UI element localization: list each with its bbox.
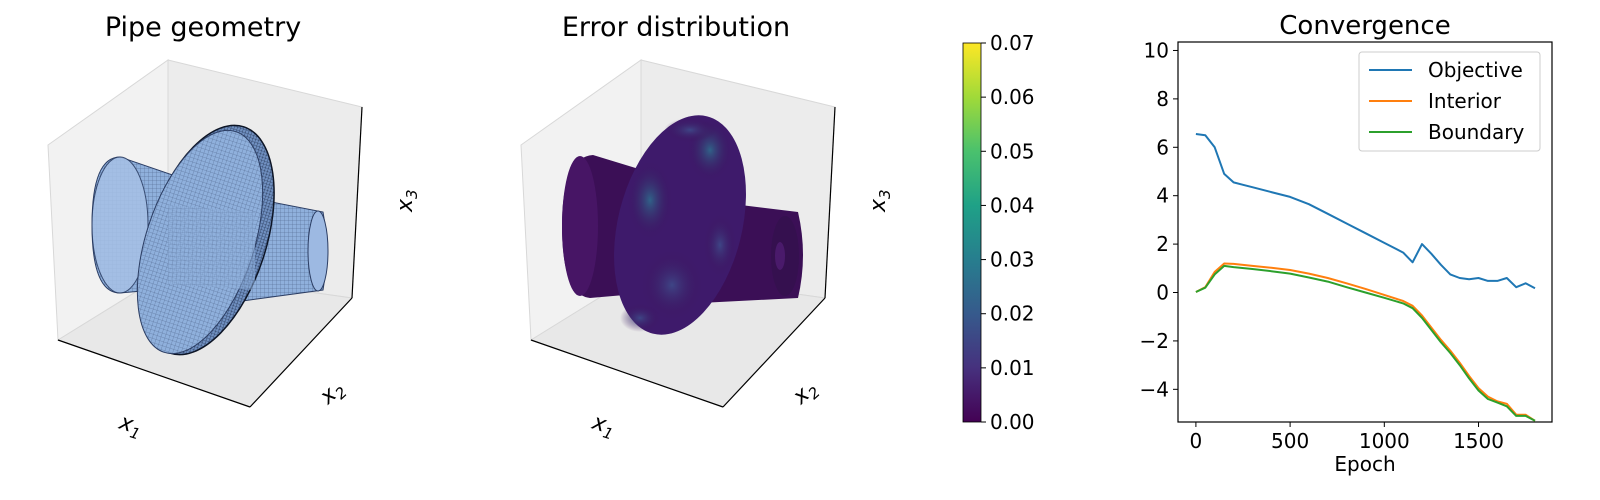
axis-ticks: 0 500 1000 1500 −4 −2 0 2 4 6 8 10	[1140, 38, 1504, 453]
y-tick-label: −2	[1140, 329, 1169, 353]
legend-label: Boundary	[1428, 120, 1524, 144]
y-tick-label: 10	[1144, 38, 1169, 62]
series-line-objective	[1195, 133, 1536, 290]
colorbar: 0.00 0.01 0.02 0.03 0.04 0.05 0.06 0.07	[962, 31, 1035, 434]
y-tick-label: 4	[1156, 184, 1169, 208]
legend: Objective Interior Boundary	[1358, 51, 1541, 152]
axis-label-x1: x1	[114, 410, 145, 444]
panel-title: Pipe geometry	[105, 12, 301, 43]
x-tick-label: 1000	[1359, 429, 1410, 453]
x-tick-label: 0	[1190, 429, 1203, 453]
panel-pipe-geometry: Pipe geometry x1 x2 x3	[47, 12, 421, 444]
panel-convergence: Convergence 0 500 1000 1500 −4 −2 0 2 4 6 8 10 Epoc…	[1140, 11, 1553, 476]
colorbar-tick-label: 0.02	[990, 302, 1035, 326]
x-axis-label: Epoch	[1334, 452, 1395, 476]
legend-label: Interior	[1428, 89, 1502, 113]
colorbar-tick-label: 0.00	[990, 410, 1035, 434]
pipe-surface	[91, 124, 329, 356]
panel-title: Error distribution	[562, 12, 790, 43]
legend-items: Objective Interior Boundary	[1369, 58, 1524, 144]
series-lines	[1195, 133, 1536, 422]
plot-area	[1177, 41, 1553, 423]
colorbar-tick-label: 0.03	[990, 248, 1035, 272]
axis-label-x3: x3	[866, 189, 894, 213]
y-tick-label: 8	[1156, 87, 1169, 111]
colorbar-tick-label: 0.04	[990, 193, 1035, 217]
colorbar-tick-label: 0.06	[990, 85, 1035, 109]
legend-box	[1358, 51, 1541, 152]
series-line-interior	[1195, 262, 1536, 422]
axis-label-x2: x2	[315, 376, 351, 413]
y-tick-label: 6	[1156, 135, 1169, 159]
y-tick-label: 2	[1156, 232, 1169, 256]
chart-title: Convergence	[1279, 11, 1450, 41]
x-tick-label: 500	[1271, 429, 1309, 453]
colorbar-tick-label: 0.05	[990, 139, 1035, 163]
colorbar-tick-label: 0.01	[990, 356, 1035, 380]
y-tick-label: 0	[1156, 281, 1169, 305]
axis-label-x2: x2	[788, 376, 824, 413]
error-surface	[562, 115, 803, 335]
colorbar-tick-label: 0.07	[990, 31, 1035, 55]
series-line-boundary	[1195, 264, 1536, 422]
y-tick-label: −4	[1140, 377, 1169, 401]
colorbar-ticks: 0.00 0.01 0.02 0.03 0.04 0.05 0.06 0.07	[981, 31, 1035, 434]
axis-label-x3: x3	[393, 189, 421, 213]
axis-label-x1: x1	[587, 410, 618, 444]
x-tick-label: 1500	[1453, 429, 1504, 453]
legend-label: Objective	[1428, 58, 1523, 82]
colorbar-gradient	[962, 42, 982, 423]
panel-error-distribution: Error distribution x1 x2 x3	[520, 12, 894, 444]
